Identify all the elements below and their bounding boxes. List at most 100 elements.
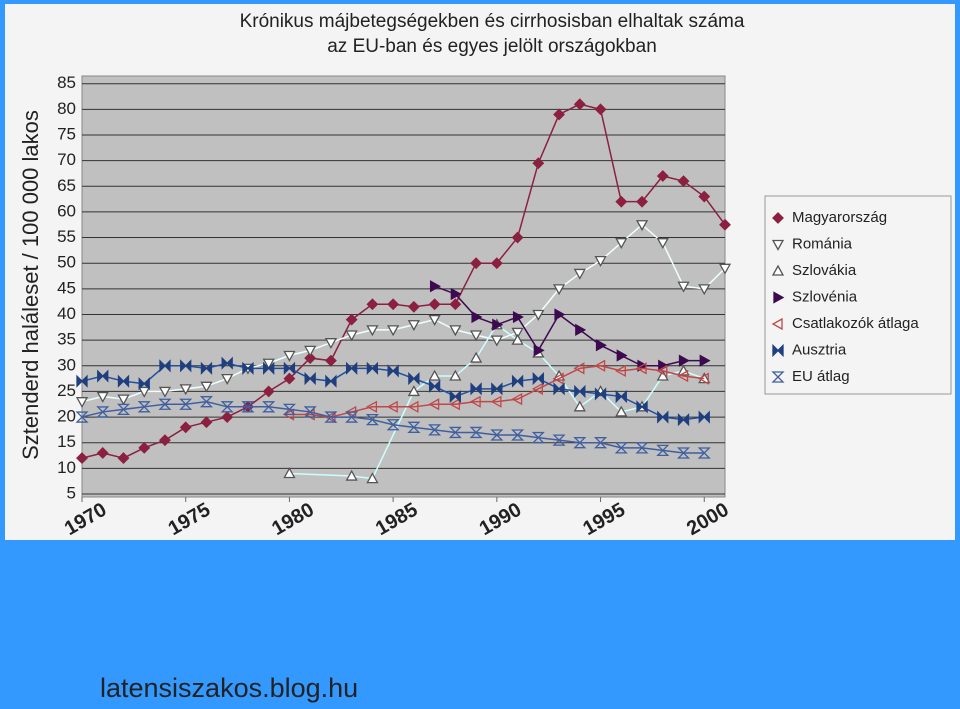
- marker: [407, 385, 420, 397]
- marker: [573, 362, 585, 375]
- marker: [469, 395, 481, 408]
- marker: [616, 349, 628, 362]
- marker: [511, 374, 524, 388]
- marker: [366, 361, 379, 375]
- marker: [428, 424, 442, 436]
- marker: [492, 318, 504, 331]
- marker: [324, 354, 337, 367]
- marker: [180, 359, 192, 373]
- marker: [283, 372, 296, 385]
- marker: [469, 426, 483, 439]
- marker: [531, 431, 545, 444]
- legend-label: Ausztria: [792, 341, 847, 358]
- chart-title: az EU-ban és egyes jelölt országokban: [327, 36, 657, 57]
- marker: [470, 257, 483, 270]
- marker: [75, 411, 89, 423]
- y-axis-label: Sztenderd haláleset / 100 000 lakos: [18, 110, 43, 460]
- marker: [262, 358, 275, 370]
- marker: [594, 387, 607, 401]
- marker: [282, 403, 296, 416]
- marker: [614, 442, 628, 454]
- marker: [324, 411, 338, 423]
- marker: [283, 467, 296, 479]
- marker: [407, 320, 420, 332]
- y-tick-label: 25: [57, 381, 76, 400]
- marker: [96, 447, 109, 459]
- marker: [511, 231, 524, 244]
- marker: [137, 401, 151, 413]
- y-tick-label: 70: [57, 150, 76, 169]
- marker: [656, 444, 670, 457]
- marker: [511, 327, 524, 339]
- marker: [615, 238, 628, 250]
- marker: [117, 452, 130, 465]
- marker: [490, 257, 503, 270]
- marker: [428, 369, 441, 381]
- marker: [450, 287, 462, 301]
- legend-marker: [772, 343, 784, 358]
- marker: [449, 325, 462, 337]
- y-tick-label: 30: [57, 355, 76, 374]
- marker: [677, 413, 690, 427]
- y-tick-label: 80: [57, 99, 76, 118]
- marker: [345, 469, 358, 481]
- marker: [408, 372, 420, 386]
- marker: [429, 280, 441, 293]
- marker: [449, 389, 462, 404]
- marker: [200, 416, 213, 429]
- marker: [511, 429, 525, 441]
- marker: [615, 195, 628, 208]
- marker: [573, 268, 586, 280]
- marker: [594, 103, 607, 116]
- marker: [366, 400, 378, 413]
- marker: [407, 421, 421, 433]
- marker: [552, 284, 566, 296]
- marker: [158, 398, 172, 410]
- marker: [200, 361, 213, 375]
- source-text: latensiszakos.blog.hu: [100, 673, 358, 703]
- marker: [718, 263, 732, 275]
- y-tick-label: 35: [57, 330, 76, 349]
- marker: [636, 195, 648, 208]
- marker: [614, 364, 626, 378]
- legend-label: Szlovákia: [792, 262, 857, 279]
- marker: [511, 333, 524, 345]
- marker: [345, 361, 358, 375]
- y-tick-label: 50: [57, 253, 76, 272]
- marker: [386, 400, 398, 413]
- marker: [96, 406, 110, 418]
- series-line: [289, 365, 705, 418]
- marker: [345, 313, 358, 326]
- series-line: [289, 323, 705, 480]
- marker: [179, 398, 193, 410]
- marker: [554, 308, 566, 321]
- marker: [678, 354, 690, 367]
- marker: [138, 377, 150, 391]
- marker: [263, 361, 275, 375]
- chart-title: Krónikus májbetegségekben és cirrhosisba…: [240, 11, 745, 32]
- y-tick-label: 60: [57, 201, 76, 220]
- legend-marker: [771, 264, 785, 276]
- marker: [552, 372, 564, 385]
- marker: [532, 157, 545, 170]
- marker: [304, 345, 317, 357]
- marker: [75, 397, 89, 409]
- marker: [573, 400, 586, 412]
- marker: [635, 442, 649, 454]
- legend-marker: [771, 317, 783, 331]
- marker: [677, 364, 690, 376]
- marker: [283, 350, 296, 362]
- marker: [386, 419, 400, 431]
- marker: [615, 389, 627, 404]
- marker: [677, 369, 689, 383]
- marker: [595, 339, 607, 352]
- marker: [428, 379, 441, 393]
- marker: [366, 472, 379, 484]
- marker: [200, 381, 213, 393]
- marker: [324, 338, 338, 350]
- marker: [699, 354, 711, 367]
- legend-label: Csatlakozók átlaga: [792, 315, 919, 332]
- marker: [303, 406, 317, 418]
- marker: [676, 447, 691, 459]
- marker: [138, 441, 151, 454]
